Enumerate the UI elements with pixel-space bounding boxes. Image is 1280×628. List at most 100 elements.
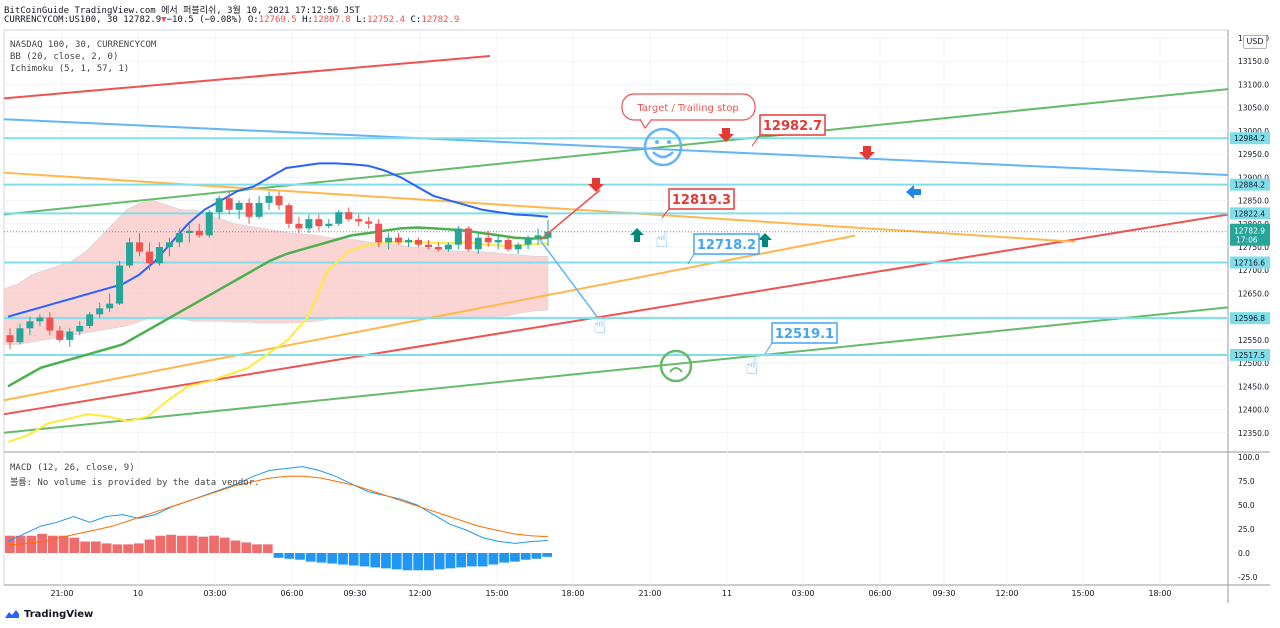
candle-body (155, 247, 163, 264)
macd-histogram-bar (327, 553, 338, 564)
candle-body (285, 205, 293, 224)
macd-histogram-bar (37, 533, 47, 553)
candle-body (235, 202, 243, 210)
red-down-arrow-icon (588, 178, 604, 192)
macd-histogram-bar (316, 553, 327, 563)
macd-histogram-bar (187, 535, 198, 553)
macd-y-tick-label: 100.0 (1238, 453, 1260, 462)
smiley-eye-icon (667, 140, 671, 144)
price-level-value: 12984.2 (1234, 134, 1265, 143)
macd-histogram-bar (262, 544, 273, 553)
candle-body (215, 198, 223, 213)
candle-body (514, 244, 522, 250)
x-tick-label: 11 (722, 589, 732, 598)
tradingview-logo[interactable]: TradingView (4, 608, 93, 620)
candle-body (464, 228, 472, 250)
x-tick-label: 03:00 (791, 589, 814, 598)
label-12982-box (759, 114, 826, 136)
macd-histogram-bar (402, 553, 413, 571)
macd-histogram-bar (456, 553, 467, 568)
red-down-arrow-icon (859, 146, 875, 160)
legend-ichimoku: Ichimoku (5, 1, 57, 1) (10, 64, 130, 74)
candle-body (195, 230, 203, 236)
macd-histogram-bar (219, 537, 230, 553)
x-tick-label: 15:00 (1071, 589, 1094, 598)
candle-body (175, 233, 183, 243)
y-tick-label: 12650.0 (1238, 289, 1269, 298)
candle-body (414, 240, 422, 245)
smiley-mouth-icon (652, 151, 674, 159)
candle-body (434, 247, 442, 250)
trendline-green_lower (3, 306, 1229, 434)
sad-face-icon (659, 349, 693, 383)
open-value: 12769.5 (258, 15, 297, 25)
down-triangle-icon: ▼ (161, 15, 167, 25)
last-price-time: 17:06 (1236, 236, 1258, 245)
pointing-hand-icon: ☝ (655, 228, 668, 253)
x-tick-label: 09:30 (932, 589, 955, 598)
label-12982-pointer (751, 134, 761, 147)
price-level-tag (1230, 132, 1270, 145)
x-tick-label: 06:00 (868, 589, 891, 598)
x-tick-label: 10 (133, 589, 143, 598)
x-tick-label: 03:00 (203, 589, 226, 598)
y-tick-label: 13150.0 (1238, 57, 1269, 66)
candle-body (265, 195, 273, 203)
candle-body (484, 237, 492, 243)
legend-macd: MACD (12, 26, close, 9) (10, 463, 135, 473)
candle-body (494, 240, 502, 243)
candle-body (185, 230, 193, 234)
candle-body (205, 212, 213, 236)
high-value: 12807.8 (312, 15, 351, 25)
x-tick-label: 21:00 (50, 589, 73, 598)
candle-body (345, 212, 353, 220)
candle-body (36, 317, 44, 322)
label-12519-pointer (764, 342, 773, 355)
x-tick-label: 18:00 (1148, 589, 1171, 598)
y-tick-label: 12550.0 (1238, 336, 1269, 345)
macd-histogram-bar (144, 539, 155, 553)
last-price-value: 12782.9 (1234, 227, 1265, 236)
candle-body (405, 240, 413, 243)
candle-body (335, 212, 343, 224)
sad-mouth-icon (669, 367, 683, 373)
pointing-hand-icon: ☝ (593, 314, 606, 339)
macd-histogram-bar (47, 535, 58, 553)
blue-left-arrow-icon (906, 185, 921, 199)
macd-histogram-bar (391, 553, 402, 570)
macd-histogram-bar (305, 553, 316, 562)
target-bubble-label: Target / Trailing stop (636, 103, 738, 114)
publish-header: BitCoinGuide TradingView.com 에서 퍼블리쉬, 3월… (4, 6, 360, 16)
macd-y-tick-label: 0.0 (1238, 549, 1250, 558)
pointing-hand-icon: ☝ (745, 355, 758, 380)
label-12819-pointer (661, 208, 670, 219)
last-price-label: 12782.9 (123, 15, 162, 25)
price-level-tag (1230, 256, 1270, 269)
smiley-eye-icon (655, 140, 659, 144)
macd-histogram-bar (499, 553, 510, 563)
macd-histogram-bar (155, 535, 166, 553)
y-tick-label: 12900.0 (1238, 173, 1269, 182)
low-value: 12752.4 (367, 15, 406, 25)
target-bubble (621, 93, 756, 121)
y-tick-label: 12450.0 (1238, 382, 1269, 391)
candle-body (524, 237, 532, 245)
ohlc-header: CURRENCYCOM:US100, 30 12782.9▼−10.5 (−0.… (4, 15, 459, 25)
macd-histogram-bar (488, 553, 499, 565)
label-12819-box (668, 188, 735, 210)
price-level-tag (1230, 348, 1270, 361)
candle-body (355, 219, 363, 222)
candle-body (56, 330, 64, 340)
macd-histogram-bar (531, 553, 542, 559)
currency-button[interactable]: USD (1243, 35, 1267, 49)
candle-body (86, 314, 94, 326)
bollinger-upper-line (7, 162, 549, 318)
macd-y-tick-label: 50.0 (1238, 501, 1255, 510)
brand-label: TradingView (24, 608, 94, 620)
trendline-green_upper (3, 88, 1229, 216)
macd-histogram-bar (252, 544, 262, 553)
macd-histogram-bar (90, 541, 101, 553)
candle-body (454, 228, 462, 245)
macd-histogram-bar (295, 553, 305, 560)
